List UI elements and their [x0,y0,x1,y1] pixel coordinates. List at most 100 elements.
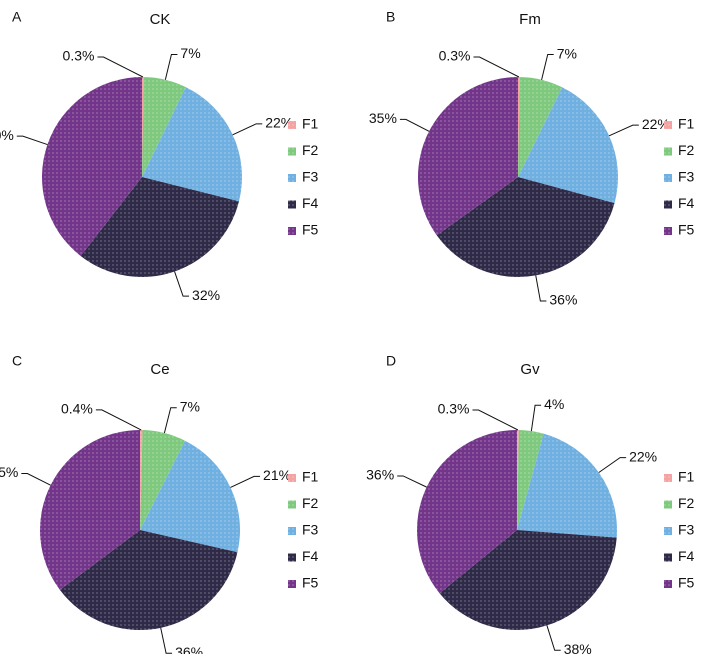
legend-label: F4 [678,195,695,211]
panel-label: B [386,9,395,25]
legend-swatch [664,474,672,482]
data-label: 21% [263,467,291,483]
legend-swatch [664,147,672,156]
data-label: 4% [544,396,564,412]
legend-swatch [664,500,672,509]
legend-swatch [664,121,672,129]
leader-line [598,457,627,473]
pie-slice [142,77,186,177]
legend-swatch [288,147,296,156]
pie-slice [140,440,240,553]
legend-label: F2 [678,142,695,158]
panel-label: C [12,353,22,369]
legend-swatch [288,474,296,482]
legend-swatch [288,580,296,588]
data-label: 7% [180,399,200,415]
legend-swatch [288,227,296,235]
leader-line [163,407,177,434]
legend-label: F2 [678,495,695,511]
panel-label: D [386,353,396,369]
leader-line [95,409,142,431]
legend-label: F1 [302,116,319,132]
data-label: 36% [175,644,203,654]
leader-line [230,475,261,488]
legend-label: F5 [302,575,319,591]
data-label: 40% [0,127,14,143]
data-label: 38% [564,641,592,654]
pie-slice [142,87,242,202]
leader-line [472,409,519,431]
legend-label: F3 [302,522,319,538]
leader-line [97,56,144,78]
pie-slice [418,77,518,236]
data-label: 36% [549,292,577,308]
data-label: 36% [366,467,394,483]
chart-title: Gv [520,361,540,378]
leader-line [21,473,51,486]
pie-slice [80,177,239,278]
pie-slice [517,430,519,530]
legend-label: F1 [678,469,695,485]
leader-line [174,271,190,297]
data-label: 35% [0,464,18,480]
panel-label: A [12,9,22,25]
pie-slice [59,530,238,630]
data-label: 0.3% [63,48,95,64]
pie-slice [142,77,144,177]
pie-slice [436,177,615,278]
leader-line [473,56,520,78]
legend-swatch [664,174,672,182]
legend-label: F5 [302,222,319,238]
leader-line [608,124,639,137]
legend-swatch [664,227,672,235]
legend-swatch [288,527,296,535]
data-label: 7% [557,45,577,61]
leader-line [399,118,430,132]
data-label: 7% [180,45,200,61]
leader-line [397,475,427,488]
data-label: 22% [629,448,657,464]
legend-label: F3 [678,522,695,538]
data-label: 0.4% [61,401,93,417]
chart-title: Ce [150,361,169,378]
legend-swatch [288,500,296,509]
legend-label: F1 [678,116,695,132]
legend-label: F1 [302,469,319,485]
leader-line [232,123,263,136]
pie-slice [517,433,617,538]
leader-line [530,404,542,432]
legend-label: F2 [302,142,319,158]
legend-swatch [664,527,672,535]
legend-swatch [288,174,296,182]
legend-label: F4 [678,548,695,564]
data-label: 35% [369,110,397,126]
pie-slice [518,77,563,177]
pie-slice [518,87,618,204]
pie-slice [517,430,544,530]
leader-line [535,275,547,302]
leader-line [164,53,178,80]
data-label: 22% [265,115,293,131]
legend-swatch [664,200,672,209]
legend-label: F5 [678,575,695,591]
legend-label: F3 [302,169,319,185]
legend-swatch [664,553,672,562]
data-label: 0.3% [438,401,470,417]
data-label: 22% [642,116,670,132]
legend-label: F4 [302,195,319,211]
legend-label: F3 [678,169,695,185]
pie-slice [39,430,141,590]
legend-swatch [288,121,296,129]
legend-swatch [288,553,296,562]
chart-title: CK [150,11,171,28]
legend-swatch [664,580,672,588]
leader-line [16,135,48,146]
pie-slice [41,77,142,256]
legend-swatch [288,200,296,209]
pie-slice [140,430,186,530]
pie-slice [439,530,617,630]
pie-slice [518,77,520,177]
data-label: 32% [192,287,220,303]
data-label: 0.3% [439,48,471,64]
